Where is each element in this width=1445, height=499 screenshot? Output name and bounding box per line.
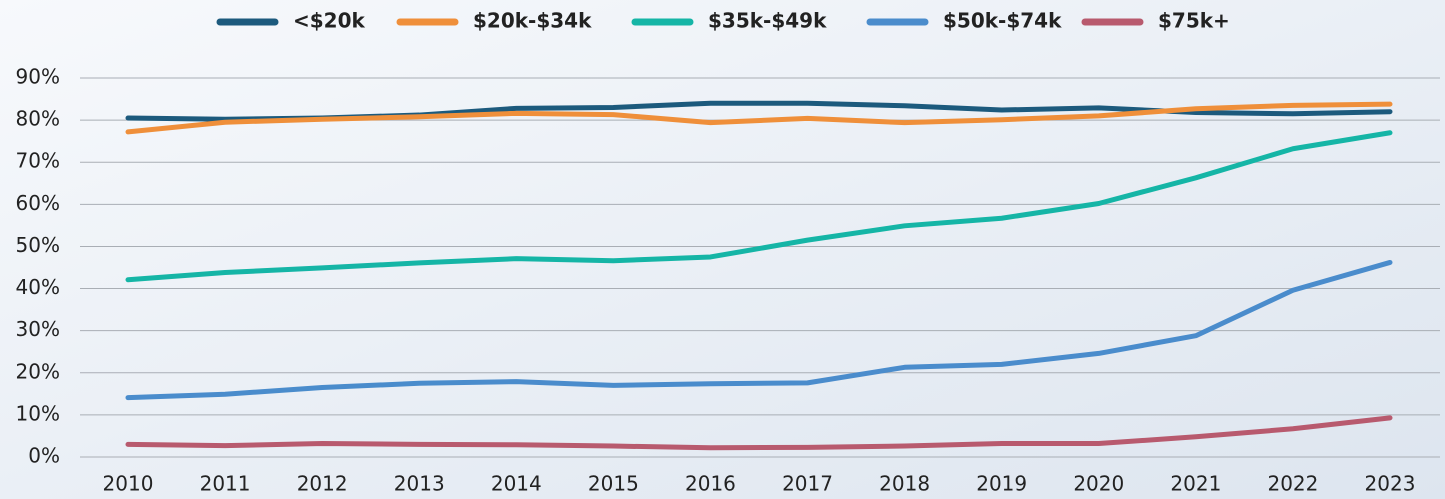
y-tick-label: 80% [16, 107, 60, 131]
legend-label: $75k+ [1158, 9, 1230, 33]
x-tick-label: 2015 [588, 472, 639, 496]
x-tick-label: 2020 [1073, 472, 1124, 496]
series-line [125, 130, 1393, 283]
x-tick-label: 2023 [1365, 472, 1416, 496]
legend-label: $20k-$34k [473, 9, 592, 33]
series-line [125, 259, 1393, 401]
y-tick-label: 40% [16, 275, 60, 299]
y-tick-label: 0% [28, 444, 60, 468]
x-tick-label: 2012 [297, 472, 348, 496]
y-tick-label: 70% [16, 149, 60, 173]
y-tick-label: 60% [16, 191, 60, 215]
x-tick-label: 2021 [1170, 472, 1221, 496]
y-tick-label: 90% [16, 65, 60, 89]
y-tick-label: 50% [16, 233, 60, 257]
x-tick-label: 2014 [491, 472, 542, 496]
legend-label: $35k-$49k [708, 9, 827, 33]
legend-label: <$20k [293, 9, 366, 33]
x-tick-label: 2010 [103, 472, 154, 496]
x-tick-label: 2022 [1267, 472, 1318, 496]
x-tick-label: 2011 [200, 472, 251, 496]
y-tick-label: 10% [16, 401, 60, 425]
x-tick-label: 2018 [879, 472, 930, 496]
x-tick-label: 2016 [685, 472, 736, 496]
legend-label: $50k-$74k [943, 9, 1062, 33]
y-tick-label: 20% [16, 359, 60, 383]
x-tick-label: 2019 [976, 472, 1027, 496]
y-tick-label: 30% [16, 317, 60, 341]
x-tick-label: 2017 [782, 472, 833, 496]
series-line [125, 415, 1393, 451]
x-tick-label: 2013 [394, 472, 445, 496]
series-line [125, 101, 1393, 135]
